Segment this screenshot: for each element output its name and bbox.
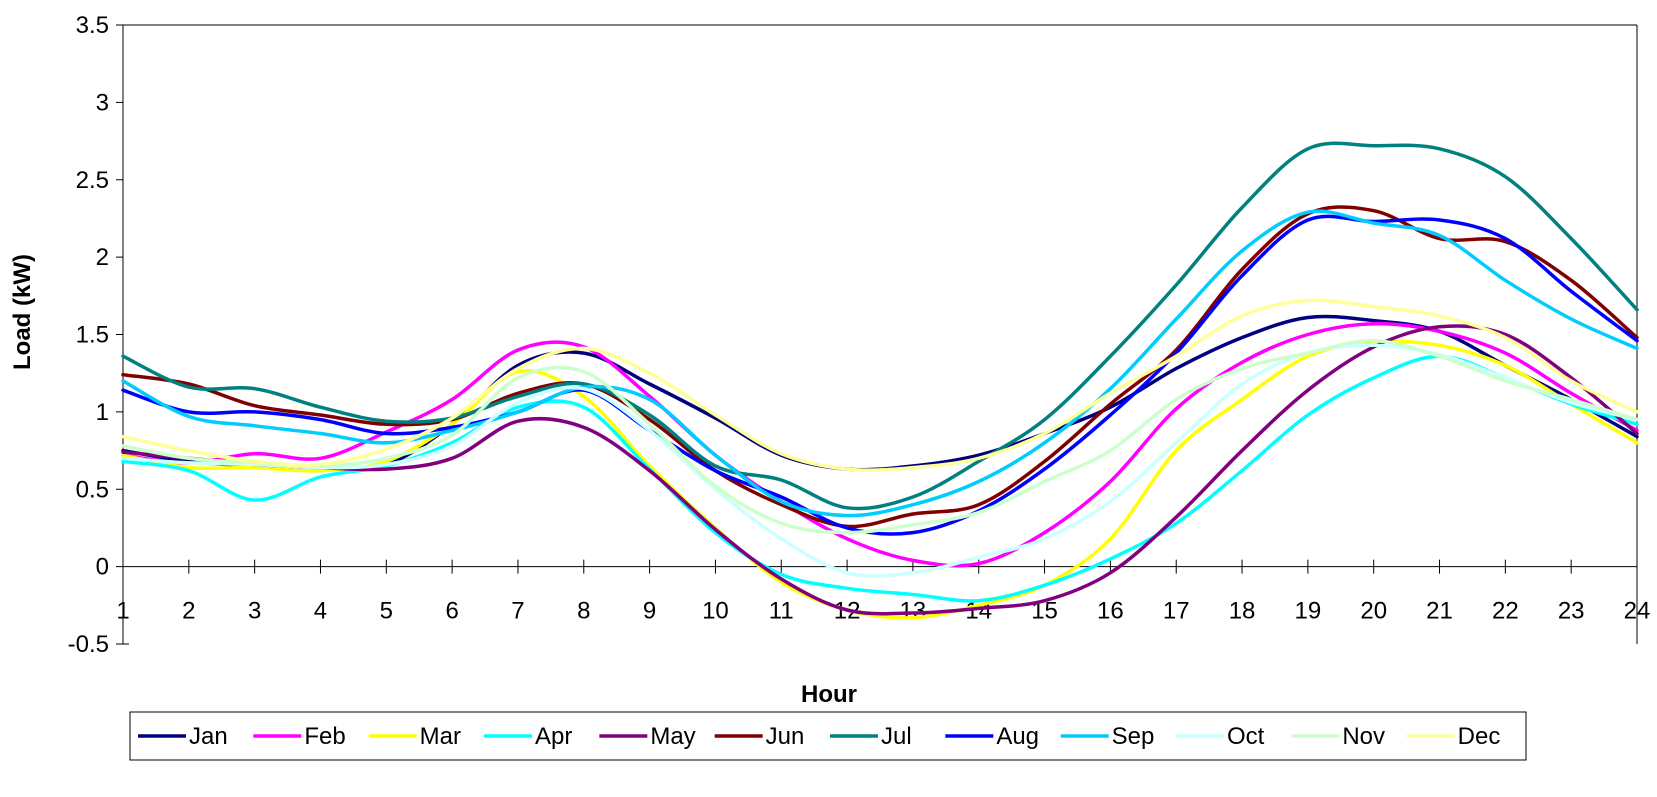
x-tick-label: 22 [1492, 598, 1519, 625]
x-tick-label: 3 [248, 598, 261, 625]
legend-label-mar: Mar [420, 723, 461, 750]
y-tick-label: -0.5 [68, 631, 109, 658]
legend-label-apr: Apr [535, 723, 572, 750]
x-tick-label: 24 [1624, 598, 1651, 625]
x-tick-label: 16 [1097, 598, 1124, 625]
y-tick-label: 1.5 [76, 322, 109, 349]
series-line-dec [121, 298, 1639, 472]
x-tick-label: 4 [314, 598, 327, 625]
x-tick-label: 1 [116, 598, 129, 625]
legend-label-sep: Sep [1112, 723, 1155, 750]
x-tick-label: 19 [1295, 598, 1322, 625]
y-tick-label: 2 [96, 244, 109, 271]
x-axis-title: Hour [801, 681, 857, 708]
legend-label-dec: Dec [1458, 723, 1501, 750]
y-tick-label: 2.5 [76, 167, 109, 194]
x-tick-label: 23 [1558, 598, 1585, 625]
x-tick-label: 21 [1426, 598, 1453, 625]
x-tick-label: 6 [445, 598, 458, 625]
x-tick-label: 2 [182, 598, 195, 625]
y-axis-title: Load (kW) [9, 254, 36, 370]
legend-label-jun: Jun [766, 723, 805, 750]
legend-label-nov: Nov [1342, 723, 1385, 750]
y-tick-label: 3.5 [76, 12, 109, 39]
x-tick-label: 5 [380, 598, 393, 625]
series-line-oct [121, 343, 1639, 578]
series-line-jan [121, 314, 1639, 472]
legend-label-feb: Feb [304, 723, 345, 750]
x-tick-label: 17 [1163, 598, 1190, 625]
x-tick-label: 7 [511, 598, 524, 625]
y-tick-label: 3 [96, 89, 109, 116]
x-tick-label: 8 [577, 598, 590, 625]
y-tick-label: 1 [96, 399, 109, 426]
legend-label-may: May [650, 723, 695, 750]
series-line-jun [121, 205, 1639, 529]
series-line-jul [121, 141, 1639, 511]
y-axis-title-group: Load (kW) [9, 254, 36, 370]
x-tick-label: 11 [769, 598, 794, 625]
y-tick-label: 0 [96, 554, 109, 581]
series-line-apr [121, 354, 1639, 603]
series-line-nov [121, 338, 1639, 535]
plot-area: 3.532.521.510.50-0.51 2 3 4 5 6 7 8 9 10 11 12 13 14 1… [68, 12, 1651, 658]
legend-label-oct: Oct [1227, 723, 1265, 750]
legend: Jan Feb Mar Apr May Jun Jul Aug Sep Oct Nov Dec [129, 711, 1527, 761]
legend-label-jan: Jan [189, 723, 228, 750]
x-tick-label: 10 [702, 598, 729, 625]
legend-label-aug: Aug [996, 723, 1039, 750]
x-tick-label: 9 [643, 598, 656, 625]
series-line-sep [121, 209, 1639, 518]
x-tick-label: 20 [1360, 598, 1387, 625]
y-tick-label: 0.5 [76, 476, 109, 503]
x-tick-label: 18 [1229, 598, 1256, 625]
series-line-aug [121, 214, 1639, 536]
legend-label-jul: Jul [881, 723, 912, 750]
